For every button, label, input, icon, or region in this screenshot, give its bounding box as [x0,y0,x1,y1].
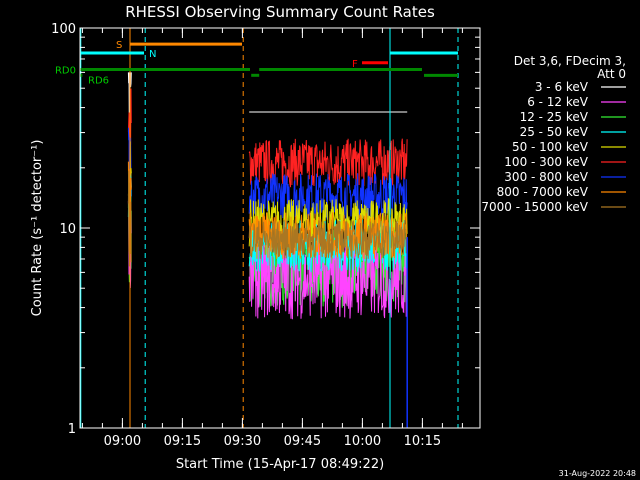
generated-timestamp: 31-Aug-2022 20:48 [559,469,636,478]
y-axis-label: Count Rate (s⁻¹ detector⁻¹) [30,140,45,317]
x-tick-label-0: 09:00 [104,434,141,449]
y-tick-label-0: 1 [68,422,76,437]
y-tick-label-2: 100 [51,22,76,37]
legend-label-25-50-kev: 25 - 50 keV [520,125,589,139]
trace-100-300-kev [248,138,408,188]
flag-bar-layer: S N F RD0 RD6 [55,40,458,86]
legend-label-800-7000-kev: 800 - 7000 keV [497,185,589,199]
flag-label-rd0: RD0 [55,66,76,77]
trace-3-6-kev [248,111,408,160]
x-tick-label-3: 09:45 [284,434,321,449]
x-axis-label: Start Time (15-Apr-17 08:49:22) [176,457,384,472]
axes-layer: 09:00 09:15 09:30 09:45 10:00 10:15 1 10 100 [51,22,480,449]
x-tick-label-4: 10:00 [344,434,381,449]
y-tick-label-1: 10 [59,222,76,237]
legend-label-3-6-kev: 3 - 6 keV [535,80,589,94]
flag-label-rd6: RD6 [88,75,109,86]
legend-label-300-800-kev: 300 - 800 keV [504,170,588,184]
legend-label-100-300-kev: 100 - 300 keV [504,155,588,169]
flag-label-s: S [116,40,122,51]
x-tick-label-5: 10:15 [404,434,441,449]
vertical-marker-layer [80,28,459,428]
x-tick-label-1: 09:15 [164,434,201,449]
legend-label-7000-15000-kev: 7000 - 15000 keV [481,200,588,214]
legend-label-12-25-kev: 12 - 25 keV [520,110,589,124]
trace-300-800-kev [248,173,408,220]
chart-title: RHESSI Observing Summary Count Rates [125,3,435,21]
flag-label-n: N [149,49,156,60]
legend-header-line-1: Det 3,6, FDecim 3, [514,54,626,68]
legend-label-6-12-kev: 6 - 12 keV [527,95,589,109]
legend-label-50-100-kev: 50 - 100 keV [512,140,589,154]
x-tick-label-2: 09:30 [224,434,261,449]
legend-header-line-2: Att 0 [597,67,626,81]
trace-7000-15000-kev [248,219,408,259]
flag-label-f: F [352,59,358,70]
